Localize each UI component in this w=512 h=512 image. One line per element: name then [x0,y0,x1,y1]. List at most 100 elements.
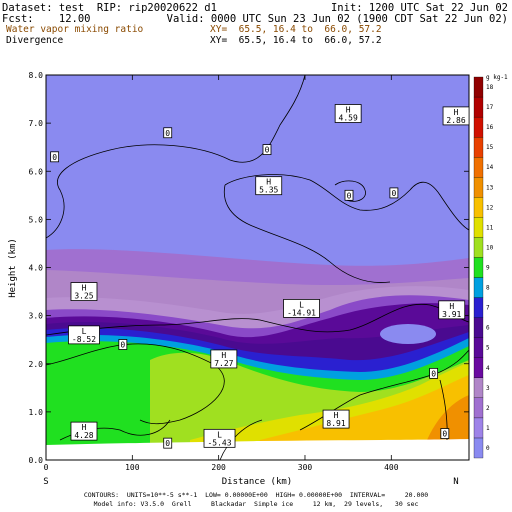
colorbar-level-label: 14 [486,164,494,171]
colorbar-swatch [473,297,484,318]
contour-zero-upper [46,75,306,239]
extremum-low: L-5.43 [203,428,236,448]
extremum-box [283,299,320,318]
extremum-value: 4.59 [339,114,358,123]
zero-label-text: 0 [165,129,170,138]
colorbar-level-label: 16 [486,124,494,131]
field1-name: Water vapor mixing ratio [6,24,144,35]
extremum-type: H [454,108,459,117]
colorbar-swatch [473,197,484,218]
colorbar-level-label: 11 [486,224,494,231]
colorbar-level-label: 7 [486,305,490,312]
y-tick-label: 4.0 [29,264,44,273]
extremum-box [334,104,362,123]
zero-label-box [389,187,399,199]
extremum-box [68,325,100,345]
extremum-high: H4.59 [334,104,362,123]
extremum-type: L [299,300,304,309]
zero-label-text: 0 [442,430,447,439]
extremum-value: 4.28 [74,431,93,440]
extremum-type: L [82,327,87,336]
x-tick-label: 300 [298,463,313,472]
extremum-high: H5.35 [255,176,283,196]
colorbar-swatch [473,217,484,238]
moisture-fill [46,75,469,460]
colorbar-swatch [473,357,484,378]
extremum-value: 3.91 [442,310,461,319]
y-tick-label: 3.0 [29,312,44,321]
extremum-high: H2.86 [442,106,470,126]
extremum-type: L [217,430,222,439]
colorbar-level-label: 5 [486,345,490,352]
dry-pocket [380,324,436,344]
forecast-hour-label: Fcst: 12.00 [2,13,91,25]
x-tick-label: 400 [384,463,399,472]
extremum-high: H3.91 [438,300,466,320]
y-tick-label: 6.0 [29,167,44,176]
colorbar-level-label: 10 [486,244,494,251]
zero-label-text: 0 [265,146,270,155]
colorbar-swatch [473,417,484,439]
y-tick-label: 5.0 [29,215,44,224]
colorbar-level-label: 9 [486,265,490,272]
field1-xy: XY= 65.5, 16.4 to 66.0, 57.2 [210,24,382,35]
extremum-type: H [221,351,226,360]
colorbar-swatch [473,377,484,398]
colorbar-swatch [473,76,484,98]
extremum-high: H7.27 [210,349,238,369]
colorbar-swatch [473,317,484,338]
y-axis-title: Height (km) [8,238,18,298]
extremum-type: H [82,423,87,432]
dataset-label: Dataset: test RIP: rip20020622 d1 [2,2,217,14]
colorbar-level-label: 13 [486,184,494,191]
contour-zero-mid2 [223,184,391,283]
extremum-type: H [266,178,271,187]
extremum-box [70,421,98,441]
extremum-type: H [82,284,87,293]
x-axis: 0 100 200 300 400 [44,75,399,472]
extremum-box [438,300,466,320]
extremum-box [442,106,470,126]
extremum-type: H [449,302,454,311]
x-endpoint-north: N [453,477,458,487]
extremum-value: -5.43 [207,438,231,447]
contour-small-loop [334,180,366,202]
zero-label: 0 [440,428,450,439]
zero-label: 0 [262,144,272,155]
zero-label-box [163,127,173,139]
fill-level-12 [250,375,469,460]
zero-label-box [163,437,173,449]
colorbar-level-label: 4 [486,365,490,372]
colorbar-level-label: 8 [486,285,490,292]
extremum-value: 7.27 [214,359,233,368]
colorbar-swatch [473,157,484,178]
colorbar-level-label: 3 [486,385,490,392]
terrain [46,439,469,460]
extremum-type: H [334,411,339,420]
x-tick-label: 200 [211,463,226,472]
colorbar-swatch [473,397,484,419]
colorbar-swatch [473,137,484,158]
zero-label-box [344,189,354,201]
zero-label-box [50,151,60,163]
extremum-value: 2.86 [446,116,465,125]
extremum-type: H [346,106,351,115]
model-info: Model info: V3.5.0 Grell Blackadar Simpl… [93,500,419,508]
x-axis-title: Distance (km) [222,477,292,487]
extremum-high: H3.25 [70,282,98,301]
extremum-value: 8.91 [326,419,345,428]
zero-label-box [118,339,128,350]
contour-inversion [46,303,469,336]
contours-info: CONTOURS: UNITS=10**-5 s**-1 LOW= 0.0000… [83,491,429,499]
y-tick-label: 8.0 [29,71,44,80]
field2-name: Divergence [6,35,64,46]
colorbar-swatch [473,116,484,138]
zero-label: 0 [389,187,399,199]
colorbar-swatch [473,257,484,278]
extremum-high: H4.28 [70,421,98,441]
zero-label-text: 0 [165,439,170,448]
colorbar-swatch [473,437,484,459]
zero-label: 0 [118,339,128,350]
